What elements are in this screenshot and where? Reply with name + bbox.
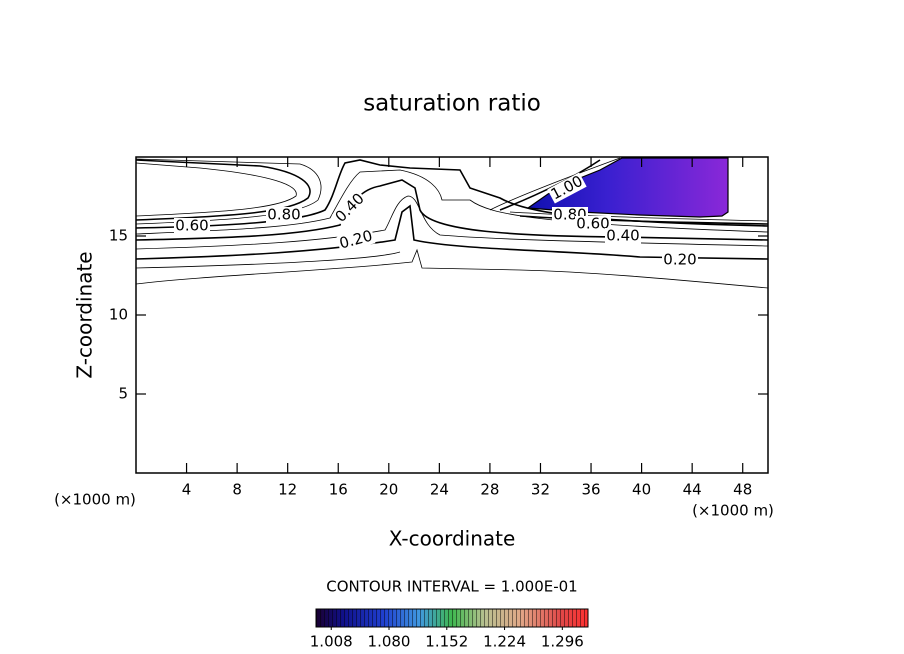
- y-axis-label: Z-coordinate: [73, 251, 97, 378]
- x-tick-label: 44: [683, 481, 702, 499]
- contour-line: [136, 179, 768, 241]
- contour-label: 0.60: [175, 217, 208, 235]
- x-tick-label: 36: [581, 481, 600, 499]
- contour-label: 0.20: [337, 227, 374, 253]
- contour-line: [136, 248, 768, 289]
- y-tick-label: 5: [118, 385, 128, 403]
- x-tick-label: 24: [430, 481, 449, 499]
- contour-label-bg: [331, 189, 369, 227]
- x-unit-label: (×1000 m): [692, 502, 774, 520]
- contour-label-bg: [336, 227, 376, 253]
- contour-line: [136, 251, 401, 269]
- x-tick-label: 40: [632, 481, 651, 499]
- contour-line: [136, 204, 768, 260]
- contour-label-bg: [547, 172, 587, 204]
- y-unit-label: (×1000 m): [54, 491, 136, 509]
- colorbar-tick-label: 1.296: [541, 633, 584, 651]
- colorbar-frame: [315, 608, 589, 628]
- x-tick-label: 20: [379, 481, 398, 499]
- contour-line: [489, 157, 621, 211]
- contour-label: 0.40: [606, 227, 639, 245]
- chart-title: saturation ratio: [363, 91, 541, 117]
- x-tick-label: 4: [182, 481, 192, 499]
- contour-interval: CONTOUR INTERVAL = 1.000E-01: [326, 578, 577, 596]
- contour-label: 0.80: [267, 206, 300, 224]
- contour-label-bg: [605, 228, 641, 244]
- y-tick-label: 10: [109, 306, 128, 324]
- colorbar-tick-label: 1.080: [368, 633, 411, 651]
- contour-line: [499, 159, 601, 211]
- contour-label-bg: [266, 207, 302, 223]
- x-tick-label: 12: [278, 481, 297, 499]
- contour-line: [519, 215, 768, 225]
- colorbar-tick-label: 1.008: [310, 633, 353, 651]
- x-axis-label: X-coordinate: [389, 527, 516, 551]
- x-tick-label: 8: [232, 481, 242, 499]
- contour-line: [136, 169, 768, 235]
- contour-field: [136, 157, 768, 289]
- x-tick-label: 32: [531, 481, 550, 499]
- contour-label-bg: [174, 218, 210, 234]
- contour-label: 0.20: [663, 251, 696, 269]
- x-tick-label: 16: [329, 481, 348, 499]
- y-tick-label: 15: [109, 227, 128, 245]
- contour-line: [136, 162, 297, 217]
- contour-label-bg: [662, 252, 698, 268]
- x-tick-label: 48: [733, 481, 752, 499]
- contour-line: [136, 195, 768, 250]
- contour-line: [136, 159, 311, 221]
- colorbar-tick-label: 1.152: [425, 633, 468, 651]
- colorbar-tick-label: 1.224: [483, 633, 526, 651]
- x-tick-label: 28: [480, 481, 499, 499]
- contour-label: 0.60: [576, 215, 609, 233]
- contour-label-bg: [575, 216, 611, 232]
